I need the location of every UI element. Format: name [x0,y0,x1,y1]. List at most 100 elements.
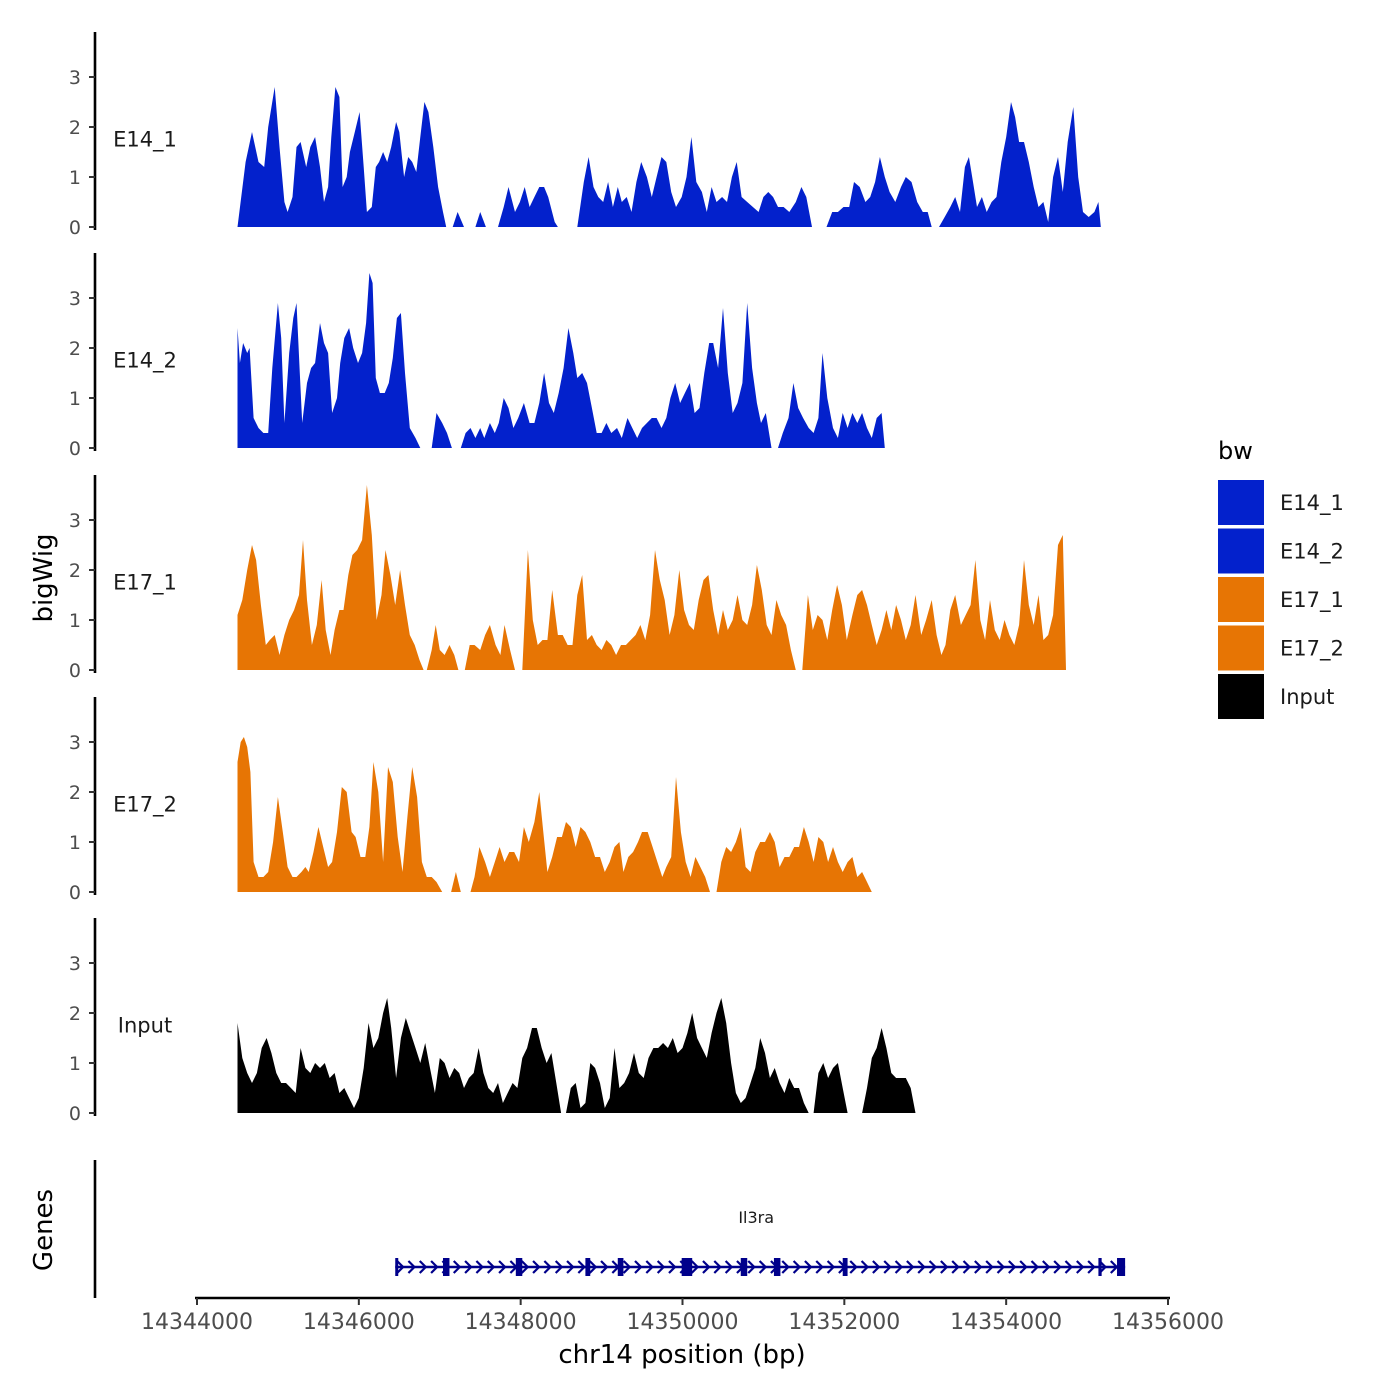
strand-arrow [645,1260,654,1274]
y-tick-label: 2 [69,782,81,804]
y-tick-label: 0 [69,660,81,682]
x-tick-label: 14354000 [950,1310,1062,1335]
strand-arrow [849,1260,858,1274]
y-tick-label: 2 [69,117,81,139]
strand-arrow [588,1260,598,1274]
strand-arrow [532,1260,541,1274]
coverage-area-E14_1 [237,87,447,227]
strand-arrow [872,1260,881,1274]
x-tick-label: 14356000 [1112,1310,1224,1335]
coverage-area-E14_2 [460,303,772,448]
coverage-area-Input [862,1028,916,1113]
y-tick-label: 2 [69,1003,81,1025]
track-label: E14_1 [113,128,177,153]
track-E14_1: 0 1 2 3 E14_1 [69,32,1101,239]
legend-label: Input [1280,685,1334,709]
y-tick-label: 1 [69,610,81,632]
coverage-area-Input [566,998,809,1113]
y-tick-label: 2 [69,338,81,360]
coverage-area-E14_1 [452,212,464,227]
coverage-area-E14_1 [475,212,486,227]
strand-arrow [894,1260,904,1274]
y-tick-label: 1 [69,388,81,410]
strand-arrow [713,1260,722,1274]
coverage-area-E17_1 [464,625,515,670]
strand-arrow [577,1260,586,1274]
legend-label: E14_1 [1280,491,1344,516]
track-E17_1: 0 1 2 3 E17_1 [69,475,1066,682]
y-tick-label: 3 [69,732,81,754]
legend-swatch [1218,528,1264,574]
strand-arrow [464,1260,473,1274]
gene-exon [617,1258,624,1276]
strand-arrow [1053,1260,1062,1274]
strand-arrow [826,1260,836,1274]
strand-arrow [396,1260,405,1274]
y-tick-label: 0 [69,1103,81,1125]
gene-exon [1098,1258,1102,1276]
legend-label: E17_1 [1280,588,1344,613]
coverage-area-E17_2 [470,777,710,892]
strand-arrow [962,1260,972,1274]
y-tick-label: 2 [69,560,81,582]
coverage-area-E17_2 [237,737,443,892]
track-label: E14_2 [113,349,177,374]
y-tick-label: 1 [69,1053,81,1075]
strand-arrow [792,1260,802,1274]
legend-title: bw [1218,437,1253,465]
track-label: E17_1 [113,571,177,596]
strand-arrow [951,1260,960,1274]
coverage-area-E17_2 [716,827,872,892]
y-tick-label: 3 [69,67,81,89]
strand-arrow [1064,1260,1074,1274]
strand-arrow [724,1260,734,1274]
gene-exon [442,1258,450,1276]
coverage-area-E17_1 [522,550,796,670]
strand-arrow [781,1260,790,1274]
gene-exon [773,1258,781,1276]
strand-arrow [430,1260,439,1274]
strand-arrow [996,1260,1006,1274]
x-tick-label: 14348000 [465,1310,577,1335]
y-tick-label: 0 [69,438,81,460]
coverage-area-E14_2 [431,413,452,448]
x-tick-label: 14350000 [627,1310,739,1335]
coverage-area-E17_1 [802,535,1066,670]
strand-arrow [758,1260,768,1274]
y-tick-label: 3 [69,288,81,310]
genes-axis-title: Genes [29,1189,59,1271]
x-tick-label: 14346000 [303,1310,415,1335]
strand-arrow [690,1260,700,1274]
x-tick-label: 14344000 [141,1310,253,1335]
strand-arrow [1087,1260,1096,1274]
strand-arrow [486,1260,496,1274]
legend: bw E14_1 E14_2 E17_1 E17_2 Input [1218,437,1344,719]
y-axis-title: bigWig [29,533,59,622]
strand-arrow [452,1260,462,1274]
gene-exon [395,1258,399,1276]
strand-arrow [974,1260,983,1274]
strand-arrow [940,1260,949,1274]
track-E14_2: 0 1 2 3 E14_2 [69,253,885,460]
strand-arrow [917,1260,926,1274]
strand-arrow [668,1260,677,1274]
strand-arrow [883,1260,892,1274]
strand-arrow [804,1260,813,1274]
legend-swatch [1218,577,1264,622]
strand-arrow [407,1260,416,1274]
strand-arrow [656,1260,666,1274]
coverage-tracks: 0 1 2 3 E14_1 0 1 2 3 E14_2 0 1 2 3 E17_1 0 1 2 3 E17_2 0 1 2 3… [69,32,1101,1125]
strand-arrow [702,1260,711,1274]
legend-label: E14_2 [1280,540,1344,565]
track-E17_2: 0 1 2 3 E17_2 [69,697,872,904]
x-axis-title: chr14 position (bp) [558,1340,805,1370]
strand-arrow [1008,1260,1017,1274]
gene-exon [1117,1258,1126,1276]
strand-arrow [815,1260,824,1274]
coverage-area-E14_2 [237,273,421,448]
gene-label: Il3ra [738,1208,774,1227]
coverage-area-E14_1 [939,102,1101,227]
track-Input: 0 1 2 3 Input [69,918,916,1125]
y-tick-label: 0 [69,882,81,904]
